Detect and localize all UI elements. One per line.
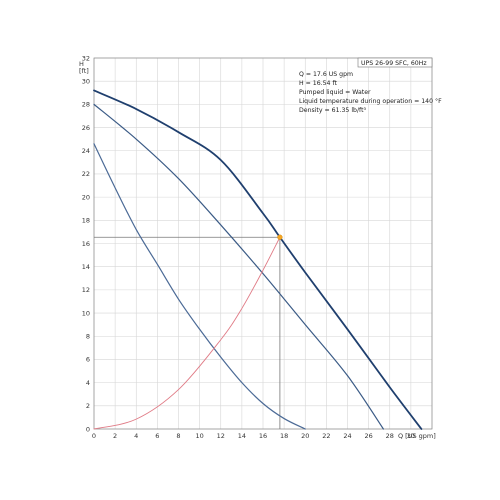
- y-tick-label: 16: [82, 240, 90, 248]
- x-tick-label: 24: [343, 432, 351, 440]
- chart-title: UPS 26-99 SFC, 60Hz: [361, 60, 427, 67]
- x-tick-labels: 0 2 4 6 8 10 12 14 16 18 20 22 24 26 28 30: [92, 432, 415, 440]
- series-pump-curve-min: [93, 143, 306, 430]
- x-tick-label: 26: [364, 432, 372, 440]
- info-panel: Q = 17.6 US gpm H = 16.54 ft Pumped liqu…: [299, 71, 442, 114]
- plot-frame: [93, 57, 433, 430]
- x-tick-label: 14: [238, 432, 246, 440]
- y-tick-label: 24: [82, 147, 90, 155]
- y-tick-label: 18: [82, 217, 90, 225]
- y-axis-label-h: H: [79, 60, 84, 68]
- x-tick-label: 10: [195, 432, 203, 440]
- info-liquid: Pumped liquid = Water: [299, 89, 371, 96]
- x-tick-label: 20: [301, 432, 309, 440]
- curve-series: [93, 89, 423, 430]
- x-tick-label: 2: [113, 432, 117, 440]
- duty-point-marker: [277, 234, 283, 240]
- x-tick-label: 4: [134, 432, 138, 440]
- y-tick-label: 28: [82, 101, 90, 109]
- x-tick-label: 16: [259, 432, 267, 440]
- y-tick-label: 0: [86, 425, 90, 433]
- y-tick-label: 6: [86, 356, 90, 364]
- info-flow: Q = 17.6 US gpm: [299, 71, 353, 78]
- x-tick-label: 22: [322, 432, 330, 440]
- series-pump-curve-max: [93, 89, 423, 430]
- x-tick-label: 28: [386, 432, 394, 440]
- y-tick-label: 10: [82, 309, 90, 317]
- chart-title-box: [357, 57, 433, 68]
- x-tick-label: 6: [155, 432, 159, 440]
- axes: [93, 57, 433, 430]
- y-axis-label-unit: [ft]: [79, 67, 89, 75]
- y-tick-label: 30: [82, 77, 90, 85]
- x-tick-label: 0: [92, 432, 96, 440]
- y-tick-label: 22: [82, 170, 90, 178]
- info-temperature: Liquid temperature during operation = 14…: [299, 97, 442, 105]
- y-tick-label: 8: [86, 333, 90, 341]
- duty-point-group: [277, 234, 283, 240]
- series-system-curve: [93, 236, 281, 430]
- x-axis-label: Q [US gpm]: [398, 432, 436, 440]
- y-tick-label: 32: [82, 54, 90, 62]
- series-pump-curve-mid: [93, 103, 385, 430]
- y-tick-label: 20: [82, 193, 90, 201]
- x-tick-label: 30: [407, 432, 415, 440]
- x-tick-label: 18: [280, 432, 288, 440]
- y-tick-label: 2: [86, 402, 90, 410]
- info-density: Density = 61.35 lb/ft³: [299, 107, 367, 114]
- y-tick-label: 14: [82, 263, 90, 271]
- duty-point-guides: [94, 236, 281, 429]
- y-tick-label: 4: [86, 379, 90, 387]
- x-tick-label: 12: [217, 432, 225, 440]
- y-tick-label: 12: [82, 286, 90, 294]
- info-head: H = 16.54 ft: [299, 80, 338, 87]
- x-tick-label: 8: [176, 432, 180, 440]
- y-tick-label: 26: [82, 124, 90, 132]
